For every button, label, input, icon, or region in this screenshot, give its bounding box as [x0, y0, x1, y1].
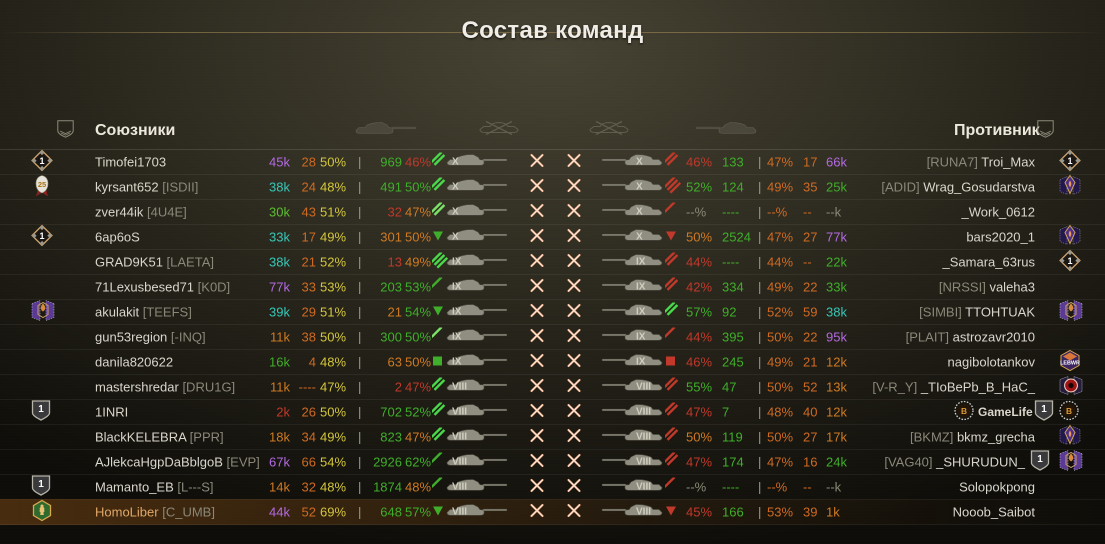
- svg-text:1: 1: [1037, 454, 1043, 465]
- svg-text:1: 1: [38, 404, 44, 415]
- svg-text:1: 1: [38, 479, 44, 490]
- svg-text:1: 1: [39, 156, 44, 166]
- svg-text:1: 1: [1041, 404, 1047, 415]
- svg-text:1: 1: [39, 231, 44, 241]
- svg-text:LEBWR: LEBWR: [1060, 361, 1080, 367]
- svg-text:1: 1: [1067, 256, 1072, 266]
- svg-text:1: 1: [1067, 156, 1072, 166]
- svg-text:25: 25: [38, 180, 46, 189]
- svg-text:B: B: [1066, 406, 1072, 416]
- svg-text:B: B: [961, 406, 967, 416]
